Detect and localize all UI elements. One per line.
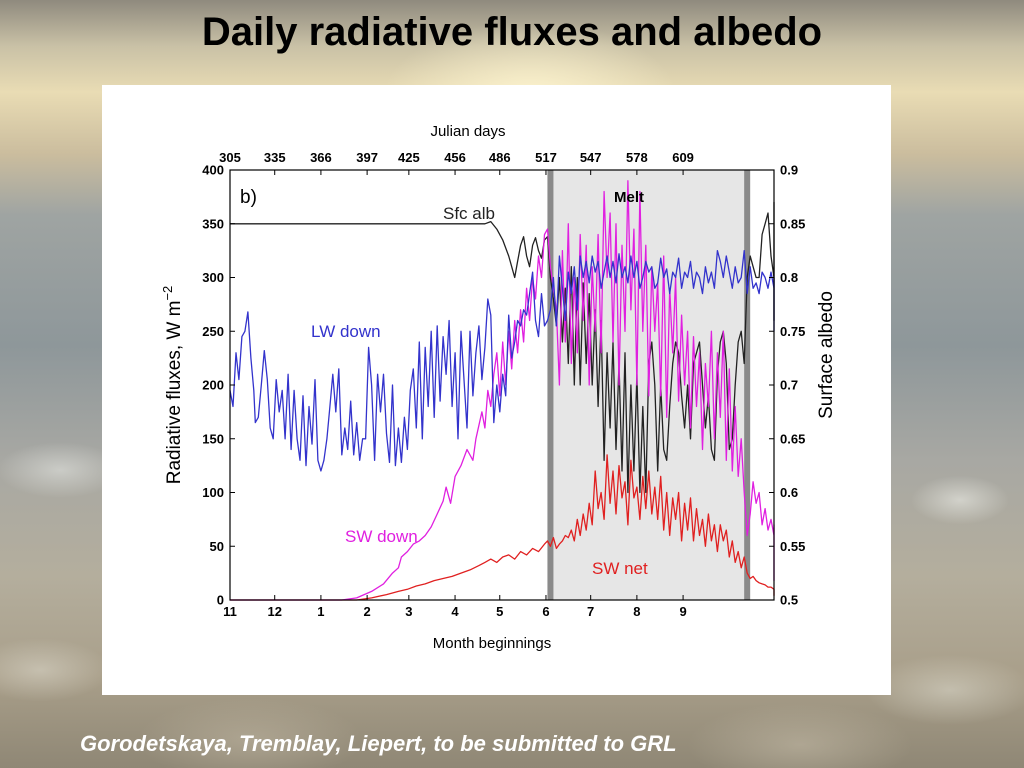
- top-tick-label: 578: [626, 150, 648, 165]
- y-tick-label: 300: [202, 270, 224, 285]
- x-tick-label: 4: [451, 604, 459, 619]
- y2-tick-label: 0.5: [780, 593, 798, 608]
- y2-tick-label: 0.8: [780, 270, 798, 285]
- top-tick-label: 305: [219, 150, 241, 165]
- y2-axis-title-group: Surface albedo: [816, 291, 837, 419]
- y2-tick-label: 0.75: [780, 324, 805, 339]
- x-tick-label: 3: [405, 604, 412, 619]
- sw-down-line: [230, 180, 775, 601]
- y2-tick-label: 0.9: [780, 163, 798, 178]
- y2-tick-label: 0.85: [780, 216, 805, 231]
- melt-end-bar: [744, 170, 751, 600]
- y-tick-label: 200: [202, 378, 224, 393]
- x-tick-label: 11: [223, 604, 237, 619]
- slide-title: Daily radiative fluxes and albedo: [201, 10, 823, 54]
- citation: Gorodetskaya, Tremblay, Liepert, to be s…: [80, 731, 677, 756]
- x-tick-label: 8: [633, 604, 640, 619]
- top-tick-label: 425: [398, 150, 420, 165]
- y2-tick-label: 0.55: [780, 539, 805, 554]
- x-tick-label: 9: [679, 604, 686, 619]
- x-tick-label: 6: [542, 604, 549, 619]
- x-tick-label: 2: [364, 604, 371, 619]
- top-tick-label: 486: [489, 150, 511, 165]
- top-tick-label: 547: [580, 150, 602, 165]
- y-axis-title-group: Radiative fluxes, W m−2: [160, 286, 185, 485]
- top-tick-label: 517: [535, 150, 557, 165]
- sw-net-label: SW net: [592, 559, 648, 578]
- y-tick-label: 100: [202, 485, 224, 500]
- x-tick-label: 12: [267, 604, 281, 619]
- y-tick-label: 50: [210, 539, 224, 554]
- y-axis-title: Radiative fluxes, W m−2: [160, 286, 185, 485]
- x-axis-title: Month beginnings: [433, 635, 551, 652]
- top-tick-label: 366: [310, 150, 332, 165]
- top-tick-label: 397: [356, 150, 378, 165]
- melt-label: Melt: [614, 189, 644, 206]
- panel-label: b): [240, 187, 257, 208]
- sfc-alb-label: Sfc alb: [443, 204, 495, 223]
- y2-tick-label: 0.6: [780, 485, 798, 500]
- top-tick-label: 335: [264, 150, 286, 165]
- y-tick-label: 250: [202, 324, 224, 339]
- y-tick-label: 150: [202, 431, 224, 446]
- chart-panel: 0 50 100 150 200 250 300 350 400 0.5 0.55 0.6 0.65 0.…: [102, 85, 891, 695]
- x-tick-label: 1: [317, 604, 324, 619]
- y2-tick-label: 0.65: [780, 431, 805, 446]
- sfc-alb-line: [230, 201, 775, 494]
- top-axis-title: Julian days: [430, 123, 505, 140]
- y-tick-label: 400: [202, 163, 224, 178]
- sw-net-line: [230, 454, 775, 601]
- radiative-flux-chart: 0 50 100 150 200 250 300 350 400 0.5 0.55 0.6 0.65 0.…: [102, 85, 891, 695]
- y-tick-label: 350: [202, 216, 224, 231]
- x-tick-label: 7: [587, 604, 594, 619]
- lw-down-line: [229, 249, 775, 472]
- y2-axis-title: Surface albedo: [816, 291, 837, 419]
- lw-down-label: LW down: [311, 322, 381, 341]
- top-tick-label: 609: [672, 150, 694, 165]
- x-tick-label: 5: [496, 604, 503, 619]
- y-tick-label: 0: [217, 593, 224, 608]
- sw-down-label: SW down: [345, 527, 418, 546]
- top-tick-label: 456: [444, 150, 466, 165]
- y2-tick-label: 0.7: [780, 378, 798, 393]
- melt-start-bar: [547, 170, 554, 600]
